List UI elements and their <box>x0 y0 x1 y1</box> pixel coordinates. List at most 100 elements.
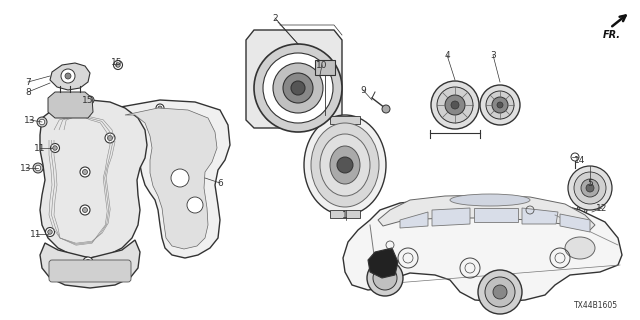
Ellipse shape <box>304 115 386 215</box>
Circle shape <box>571 153 579 161</box>
Circle shape <box>83 257 93 267</box>
Text: 7: 7 <box>25 77 31 86</box>
Text: 14: 14 <box>574 156 586 164</box>
Polygon shape <box>315 60 335 75</box>
Text: 13: 13 <box>20 164 32 172</box>
Circle shape <box>158 106 162 110</box>
Circle shape <box>65 73 71 79</box>
Circle shape <box>382 105 390 113</box>
Circle shape <box>39 119 45 125</box>
Circle shape <box>33 163 43 173</box>
Circle shape <box>86 96 94 104</box>
Circle shape <box>579 207 585 213</box>
Circle shape <box>577 205 587 215</box>
Text: 6: 6 <box>217 179 223 188</box>
Polygon shape <box>432 208 470 226</box>
Polygon shape <box>343 198 622 302</box>
Circle shape <box>268 114 272 118</box>
Circle shape <box>37 117 47 127</box>
Polygon shape <box>50 63 90 90</box>
Circle shape <box>156 104 164 112</box>
Polygon shape <box>560 214 590 232</box>
Polygon shape <box>400 212 428 228</box>
Text: 1: 1 <box>342 211 348 220</box>
Circle shape <box>492 97 508 113</box>
Circle shape <box>158 126 166 134</box>
Circle shape <box>266 112 274 120</box>
Circle shape <box>268 58 272 62</box>
Circle shape <box>105 133 115 143</box>
Text: 15: 15 <box>83 95 93 105</box>
Circle shape <box>478 270 522 314</box>
Circle shape <box>451 101 459 109</box>
Circle shape <box>291 81 305 95</box>
Ellipse shape <box>320 134 370 196</box>
Text: 9: 9 <box>360 85 366 94</box>
Circle shape <box>273 63 323 113</box>
Text: 15: 15 <box>111 58 123 67</box>
Polygon shape <box>48 92 93 118</box>
Circle shape <box>324 114 328 118</box>
Text: 12: 12 <box>596 204 608 212</box>
Circle shape <box>80 205 90 215</box>
Text: 13: 13 <box>24 116 36 124</box>
Polygon shape <box>246 30 342 128</box>
Circle shape <box>493 285 507 299</box>
Circle shape <box>323 56 330 64</box>
Circle shape <box>171 169 189 187</box>
Circle shape <box>574 172 606 204</box>
Circle shape <box>160 128 164 132</box>
Circle shape <box>51 143 60 153</box>
Ellipse shape <box>450 194 530 206</box>
Polygon shape <box>368 248 398 278</box>
Text: TX44B1605: TX44B1605 <box>574 301 618 310</box>
Circle shape <box>254 44 342 132</box>
Circle shape <box>263 53 333 123</box>
Text: 3: 3 <box>490 51 496 60</box>
Circle shape <box>581 179 599 197</box>
Circle shape <box>108 135 113 140</box>
Circle shape <box>480 85 520 125</box>
Circle shape <box>35 165 41 171</box>
Circle shape <box>88 98 92 102</box>
Circle shape <box>283 73 313 103</box>
Circle shape <box>45 228 54 236</box>
Text: 2: 2 <box>272 13 278 22</box>
Circle shape <box>497 102 503 108</box>
Polygon shape <box>330 210 360 218</box>
Text: FR.: FR. <box>603 30 621 40</box>
Circle shape <box>586 184 594 192</box>
Polygon shape <box>330 116 360 124</box>
Circle shape <box>445 95 465 115</box>
Polygon shape <box>474 208 518 222</box>
Text: 5: 5 <box>587 179 593 188</box>
Circle shape <box>486 91 514 119</box>
Polygon shape <box>115 100 230 258</box>
Polygon shape <box>125 108 217 249</box>
Circle shape <box>337 157 353 173</box>
Text: 11: 11 <box>30 229 42 238</box>
Circle shape <box>266 56 274 64</box>
Circle shape <box>48 230 52 234</box>
Circle shape <box>568 166 612 210</box>
Ellipse shape <box>311 123 379 207</box>
Text: 10: 10 <box>316 60 328 69</box>
Circle shape <box>367 260 403 296</box>
Circle shape <box>373 266 397 290</box>
Circle shape <box>83 207 88 212</box>
Circle shape <box>324 58 328 62</box>
Ellipse shape <box>565 237 595 259</box>
Circle shape <box>116 63 120 67</box>
FancyBboxPatch shape <box>49 260 131 282</box>
Polygon shape <box>522 208 558 224</box>
Circle shape <box>113 60 122 69</box>
Ellipse shape <box>330 146 360 184</box>
Circle shape <box>83 170 88 174</box>
Text: 4: 4 <box>444 51 450 60</box>
Circle shape <box>437 87 473 123</box>
Circle shape <box>187 197 203 213</box>
Circle shape <box>86 260 90 265</box>
Circle shape <box>52 146 57 150</box>
Circle shape <box>61 69 75 83</box>
Circle shape <box>485 277 515 307</box>
